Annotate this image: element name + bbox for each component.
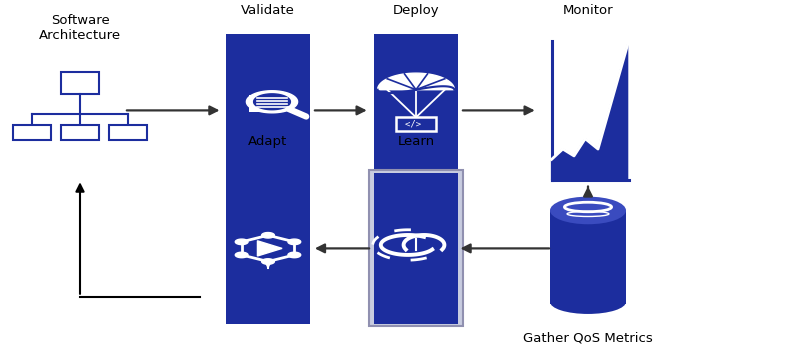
Polygon shape [288,252,301,258]
Ellipse shape [550,197,626,224]
FancyBboxPatch shape [226,34,310,186]
FancyBboxPatch shape [249,95,279,112]
FancyBboxPatch shape [61,72,99,93]
FancyBboxPatch shape [109,125,147,140]
Text: Gather QoS Metrics: Gather QoS Metrics [523,332,653,345]
FancyBboxPatch shape [13,125,51,140]
FancyBboxPatch shape [542,34,634,186]
FancyBboxPatch shape [61,125,99,140]
FancyBboxPatch shape [226,172,310,324]
Ellipse shape [550,290,626,314]
Text: Learn: Learn [398,135,434,148]
Text: Validate: Validate [241,4,295,17]
Text: Deploy: Deploy [393,4,439,17]
Polygon shape [235,239,248,245]
FancyBboxPatch shape [374,172,458,324]
Polygon shape [235,252,248,258]
Text: </>: </> [406,120,426,129]
Polygon shape [288,239,301,245]
FancyBboxPatch shape [550,210,626,304]
Polygon shape [552,45,628,180]
Text: Monitor: Monitor [562,4,614,17]
FancyBboxPatch shape [370,170,462,326]
FancyBboxPatch shape [396,117,436,131]
Polygon shape [262,259,274,264]
Polygon shape [258,241,282,256]
Polygon shape [378,73,454,90]
Text: Software
Architecture: Software Architecture [39,13,121,42]
Text: Adapt: Adapt [248,135,288,148]
Polygon shape [254,94,290,110]
FancyBboxPatch shape [374,34,458,186]
Polygon shape [262,233,274,238]
Polygon shape [246,91,298,113]
